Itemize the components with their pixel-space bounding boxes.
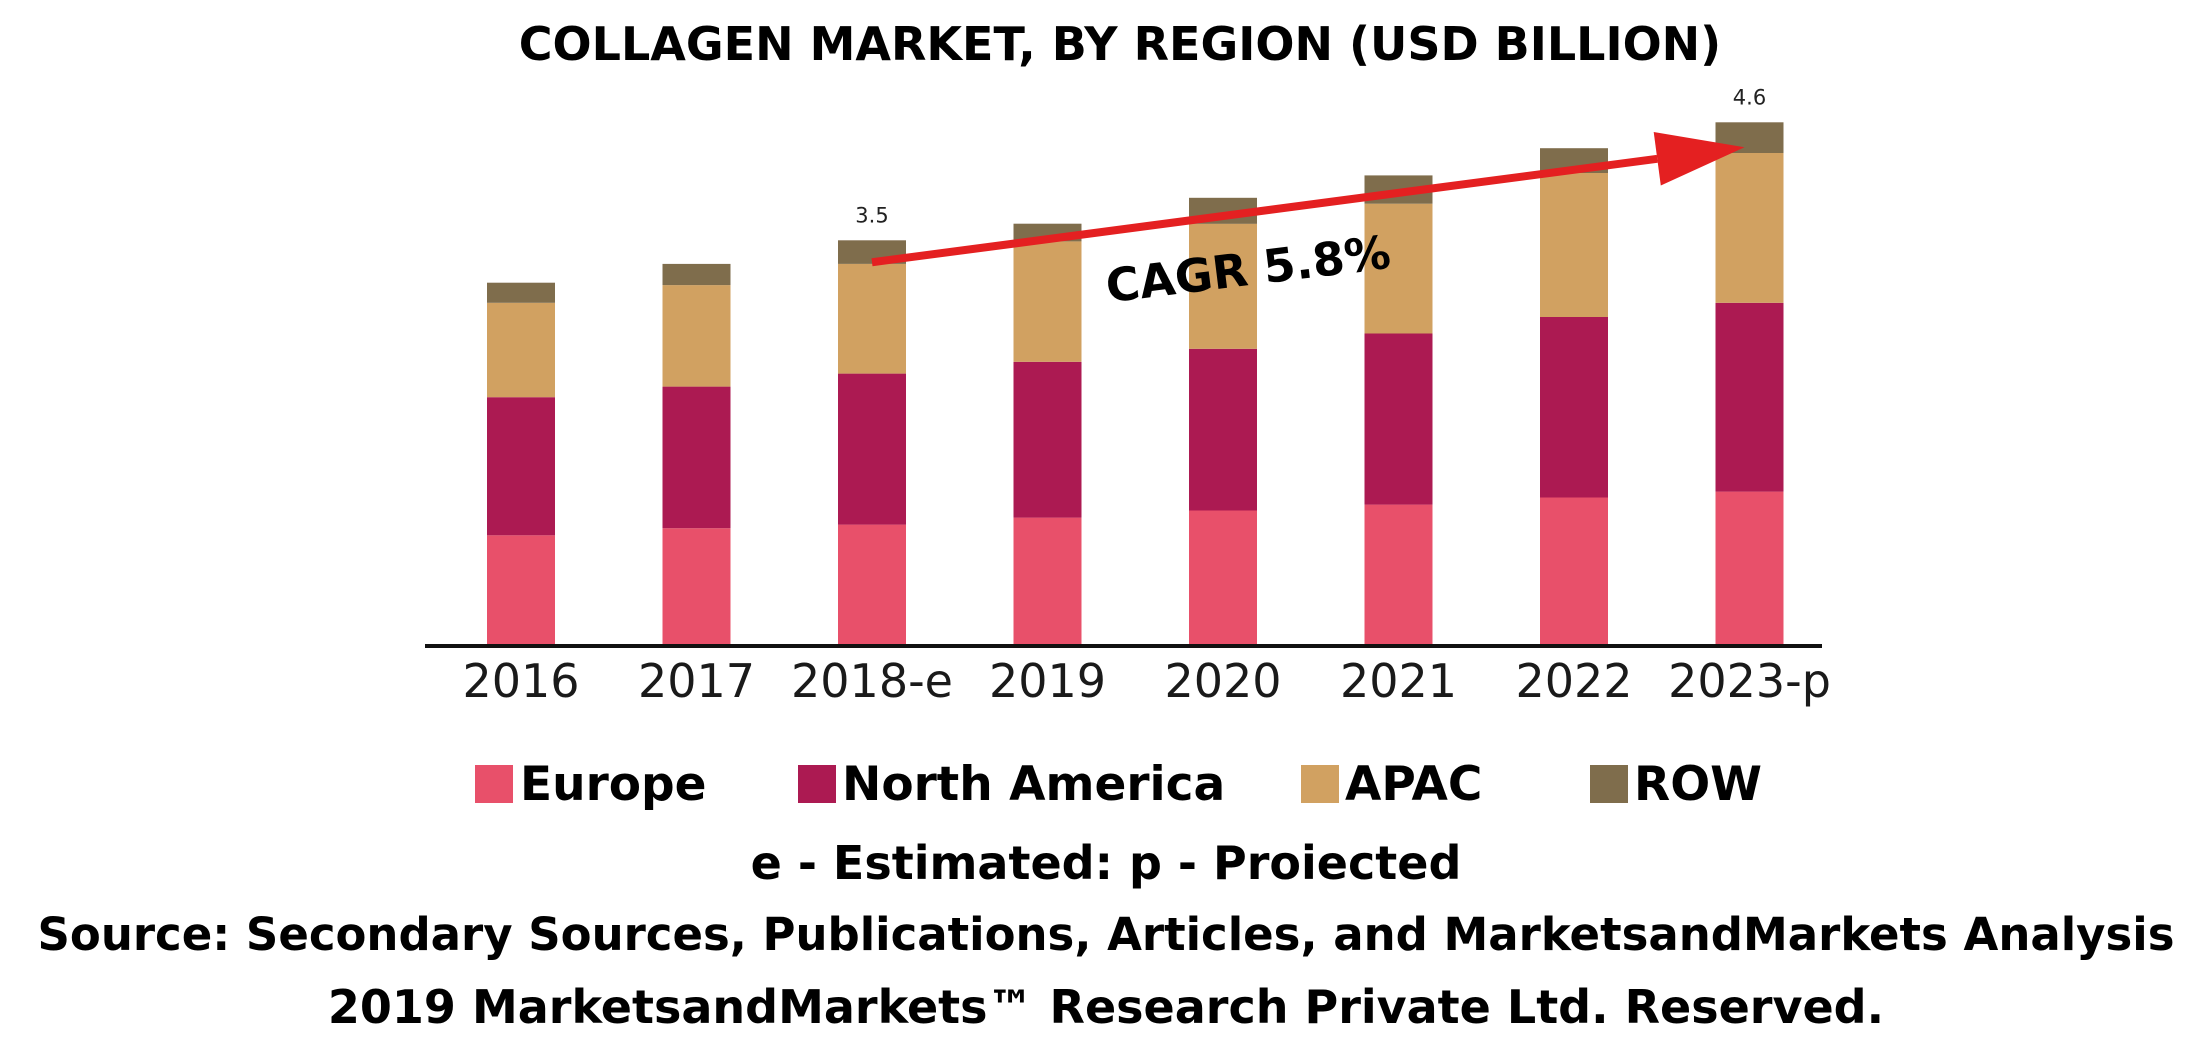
bar-north-america-2016 — [487, 397, 555, 536]
bar-north-america-2022 — [1540, 317, 1608, 498]
bar-europe-2020 — [1189, 510, 1257, 645]
legend-swatch-europe — [475, 765, 513, 803]
bar-apac-2019 — [1013, 241, 1082, 362]
estimate-projection-note: e - Estimated: p - Proiected — [750, 836, 1462, 890]
bar-apac-2020 — [1189, 223, 1257, 349]
bar-north-america-2018-e — [838, 373, 906, 525]
bar-north-america-2019 — [1013, 361, 1082, 518]
stacked-bar-chart: COLLAGEN MARKET, BY REGION (USD BILLION)… — [425, 17, 1831, 812]
legend-label-north-america: North America — [842, 757, 1225, 812]
bar-europe-2021 — [1364, 504, 1433, 645]
legend: Europe North America APAC ROW — [475, 757, 1762, 812]
bar-europe-2016 — [487, 535, 555, 645]
source-note: Source: Secondary Sources, Publications,… — [37, 908, 2175, 961]
bar-row-2017 — [662, 263, 731, 286]
bars-group — [487, 122, 1784, 645]
bar-europe-2023-p — [1715, 491, 1784, 645]
x-tick-2021: 2021 — [1340, 654, 1457, 708]
x-tick-2016: 2016 — [462, 654, 579, 708]
bar-apac-2021 — [1364, 203, 1433, 334]
bar-apac-2016 — [487, 302, 555, 398]
legend-label-row: ROW — [1634, 757, 1762, 812]
legend-label-europe: Europe — [520, 757, 707, 812]
x-tick-2022: 2022 — [1515, 654, 1632, 708]
bar-europe-2018-e — [838, 524, 906, 645]
x-tick-2018-e: 2018-e — [791, 654, 953, 708]
bar-north-america-2020 — [1189, 348, 1257, 511]
x-tick-2019: 2019 — [989, 654, 1106, 708]
bar-row-2016 — [487, 282, 555, 303]
bar-apac-2022 — [1540, 173, 1608, 317]
legend-swatch-apac — [1301, 765, 1339, 803]
x-tick-2017: 2017 — [638, 654, 755, 708]
bar-apac-2017 — [662, 285, 731, 387]
x-tick-2023-p: 2023-p — [1668, 654, 1831, 708]
legend-swatch-north-america — [798, 765, 836, 803]
total-label-2018-e: 3.5 — [855, 203, 888, 227]
total-label-2023-p: 4.6 — [1733, 85, 1766, 109]
chart-title: COLLAGEN MARKET, BY REGION (USD BILLION) — [519, 17, 1721, 71]
x-tick-2020: 2020 — [1164, 654, 1281, 708]
copyright-note: 2019 MarketsandMarkets™ Research Private… — [327, 980, 1885, 1034]
x-tick-labels: 2016 2017 2018-e 2019 2020 2021 2022 2023-p — [462, 654, 1830, 708]
bar-north-america-2021 — [1364, 333, 1433, 505]
bar-europe-2022 — [1540, 497, 1608, 645]
bar-apac-2023-p — [1715, 152, 1784, 303]
cagr-arrow — [871, 132, 1745, 267]
bar-apac-2018-e — [838, 263, 906, 374]
bar-north-america-2017 — [662, 386, 731, 529]
bar-europe-2017 — [662, 528, 731, 645]
bar-north-america-2023-p — [1715, 302, 1784, 492]
legend-label-apac: APAC — [1345, 757, 1482, 812]
data-labels: 3.5 4.6 — [855, 85, 1766, 227]
cagr-arrow-shaft — [871, 154, 1658, 267]
legend-swatch-row — [1590, 765, 1628, 803]
cagr-arrow-head — [1653, 132, 1745, 186]
bar-europe-2019 — [1013, 517, 1082, 645]
